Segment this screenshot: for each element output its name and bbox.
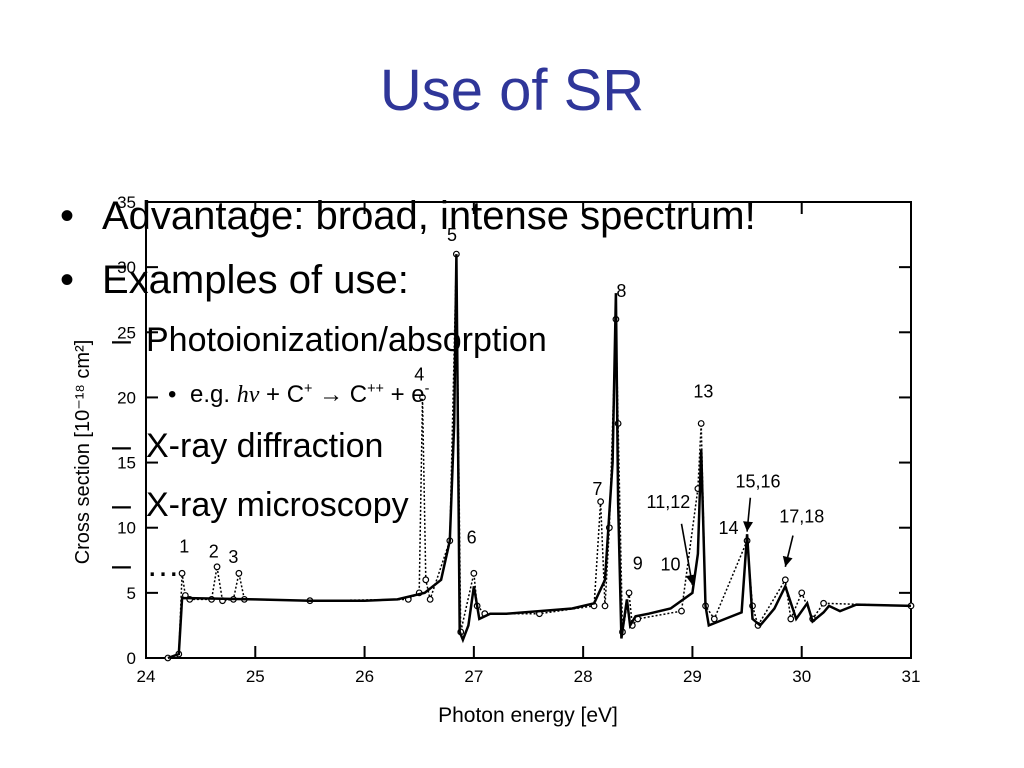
peak-label: 11,12 <box>647 492 691 512</box>
peak-label: 17,18 <box>779 507 824 527</box>
x-tick-label: 29 <box>683 667 702 686</box>
x-tick-label: 24 <box>137 667 156 686</box>
data-point <box>178 569 186 577</box>
y-tick-label: 0 <box>127 649 136 668</box>
y-tick-label: 5 <box>127 584 136 603</box>
series-dotted <box>167 254 912 659</box>
peak-label: 8 <box>616 281 626 301</box>
peak-label: 13 <box>693 381 713 401</box>
peak-label: 2 <box>209 542 219 562</box>
data-point <box>426 595 434 603</box>
x-tick-label: 30 <box>792 667 811 686</box>
arrow-head <box>782 555 793 567</box>
y-tick-label: 25 <box>117 323 136 342</box>
data-point <box>213 563 221 571</box>
annotation-arrow <box>680 523 694 586</box>
y-tick-label: 30 <box>117 258 136 277</box>
peak-label: 4 <box>414 364 424 384</box>
x-axis-label: Photon energy [eV] <box>438 704 618 727</box>
data-point <box>235 569 243 577</box>
y-tick-label: 10 <box>117 519 136 538</box>
x-tick-label: 31 <box>902 667 921 686</box>
peak-label: 3 <box>228 547 238 567</box>
peak-label: 7 <box>592 479 602 499</box>
plot-frame <box>145 201 912 659</box>
data-point <box>781 576 789 584</box>
x-tick-label: 28 <box>574 667 593 686</box>
data-point <box>798 589 806 597</box>
peak-label: 10 <box>661 555 681 575</box>
peak-label: 6 <box>467 527 477 547</box>
data-point <box>625 589 633 597</box>
peak-label: 15,16 <box>735 471 780 491</box>
peak-label: 14 <box>718 518 738 538</box>
data-point <box>697 420 705 427</box>
arrow-head <box>685 574 696 586</box>
x-tick-label: 25 <box>246 667 265 686</box>
y-tick-label: 15 <box>117 454 136 473</box>
x-tick-label: 27 <box>464 667 483 686</box>
data-point <box>710 615 718 623</box>
peak-label: 1 <box>179 536 189 556</box>
data-point <box>597 498 605 506</box>
data-point <box>422 576 430 584</box>
x-tick-label: 26 <box>355 667 374 686</box>
slide-title: Use of SR <box>379 58 645 123</box>
series-solid <box>167 254 912 660</box>
data-point <box>601 602 609 610</box>
peak-label: 9 <box>633 553 643 573</box>
data-point <box>470 569 478 577</box>
y-tick-label: 20 <box>117 388 136 407</box>
y-tick-label: 35 <box>117 193 136 212</box>
data-point <box>820 599 827 607</box>
data-point <box>787 615 795 623</box>
data-point <box>678 607 685 615</box>
peak-label: 5 <box>447 225 457 245</box>
y-axis-label: Cross section [10⁻¹⁸ cm²] <box>72 340 94 565</box>
arrow-head <box>743 521 754 532</box>
data-point <box>419 394 426 401</box>
